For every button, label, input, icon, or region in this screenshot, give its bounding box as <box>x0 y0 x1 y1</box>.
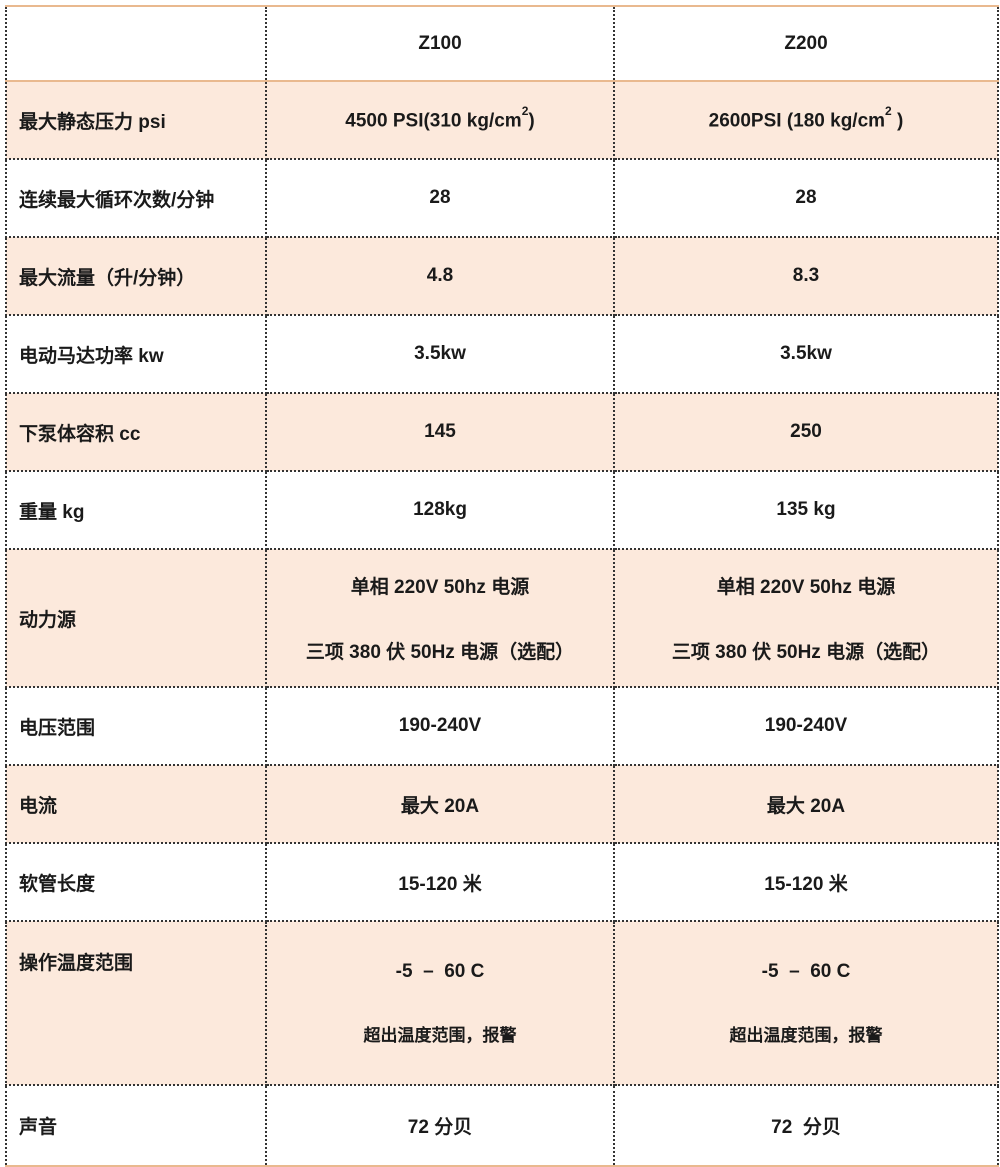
header-z100: Z100 <box>265 5 615 82</box>
row-label: 动力源 <box>5 549 267 688</box>
cell-z200: 8.3 <box>613 237 999 316</box>
cell-z200: 单相 220V 50hz 电源 三项 380 伏 50Hz 电源（选配） <box>613 549 999 688</box>
cell-z100: 4.8 <box>265 237 615 316</box>
cell-z200: 250 <box>613 393 999 472</box>
cell-z200: 28 <box>613 159 999 238</box>
table-row: 连续最大循环次数/分钟 28 28 <box>5 159 999 238</box>
cell-z100: -5 – 60 C 超出温度范围，报警 <box>265 921 615 1086</box>
table-row: 最大静态压力 psi 4500 PSI(310 kg/cm2) 2600PSI … <box>5 81 999 160</box>
cell-z200: 135 kg <box>613 471 999 550</box>
cell-z200: 2600PSI (180 kg/cm2 ) <box>613 81 999 160</box>
row-label: 下泵体容积 cc <box>5 393 267 472</box>
cell-z100: 单相 220V 50hz 电源 三项 380 伏 50Hz 电源（选配） <box>265 549 615 688</box>
cell-z100: 4500 PSI(310 kg/cm2) <box>265 81 615 160</box>
cell-z100: 28 <box>265 159 615 238</box>
row-label: 最大流量（升/分钟） <box>5 237 267 316</box>
row-label: 电动马达功率 kw <box>5 315 267 394</box>
row-label: 软管长度 <box>5 843 267 922</box>
table-row: 声音 72 分贝 72 分贝 <box>5 1085 999 1167</box>
row-label: 连续最大循环次数/分钟 <box>5 159 267 238</box>
table-row: 最大流量（升/分钟） 4.8 8.3 <box>5 237 999 316</box>
table-row: 电流 最大 20A 最大 20A <box>5 765 999 844</box>
table-row: 软管长度 15-120 米 15-120 米 <box>5 843 999 922</box>
cell-z100: 145 <box>265 393 615 472</box>
row-label: 电流 <box>5 765 267 844</box>
cell-z200: -5 – 60 C 超出温度范围，报警 <box>613 921 999 1086</box>
table-row: 电动马达功率 kw 3.5kw 3.5kw <box>5 315 999 394</box>
table-row: 动力源 单相 220V 50hz 电源 三项 380 伏 50Hz 电源（选配） … <box>5 549 999 688</box>
cell-z100: 3.5kw <box>265 315 615 394</box>
table-row: 电压范围 190-240V 190-240V <box>5 687 999 766</box>
cell-z100: 190-240V <box>265 687 615 766</box>
table-row: 重量 kg 128kg 135 kg <box>5 471 999 550</box>
row-label: 重量 kg <box>5 471 267 550</box>
corner-cell <box>5 5 267 82</box>
cell-z100: 最大 20A <box>265 765 615 844</box>
cell-z200: 72 分贝 <box>613 1085 999 1167</box>
cell-z100: 128kg <box>265 471 615 550</box>
cell-z100: 72 分贝 <box>265 1085 615 1167</box>
table-row: 操作温度范围 -5 – 60 C 超出温度范围，报警 -5 – 60 C 超出温度范… <box>5 921 999 1086</box>
cell-z200: 最大 20A <box>613 765 999 844</box>
cell-z200: 15-120 米 <box>613 843 999 922</box>
cell-z200: 190-240V <box>613 687 999 766</box>
table-row: 下泵体容积 cc 145 250 <box>5 393 999 472</box>
row-label: 电压范围 <box>5 687 267 766</box>
row-label: 操作温度范围 <box>5 921 267 1086</box>
row-label: 最大静态压力 psi <box>5 81 267 160</box>
cell-z200: 3.5kw <box>613 315 999 394</box>
header-row: Z100 Z200 <box>5 5 999 82</box>
row-label: 声音 <box>5 1085 267 1167</box>
spec-table: Z100 Z200 最大静态压力 psi 4500 PSI(310 kg/cm2… <box>5 5 999 1167</box>
header-z200: Z200 <box>613 5 999 82</box>
cell-z100: 15-120 米 <box>265 843 615 922</box>
